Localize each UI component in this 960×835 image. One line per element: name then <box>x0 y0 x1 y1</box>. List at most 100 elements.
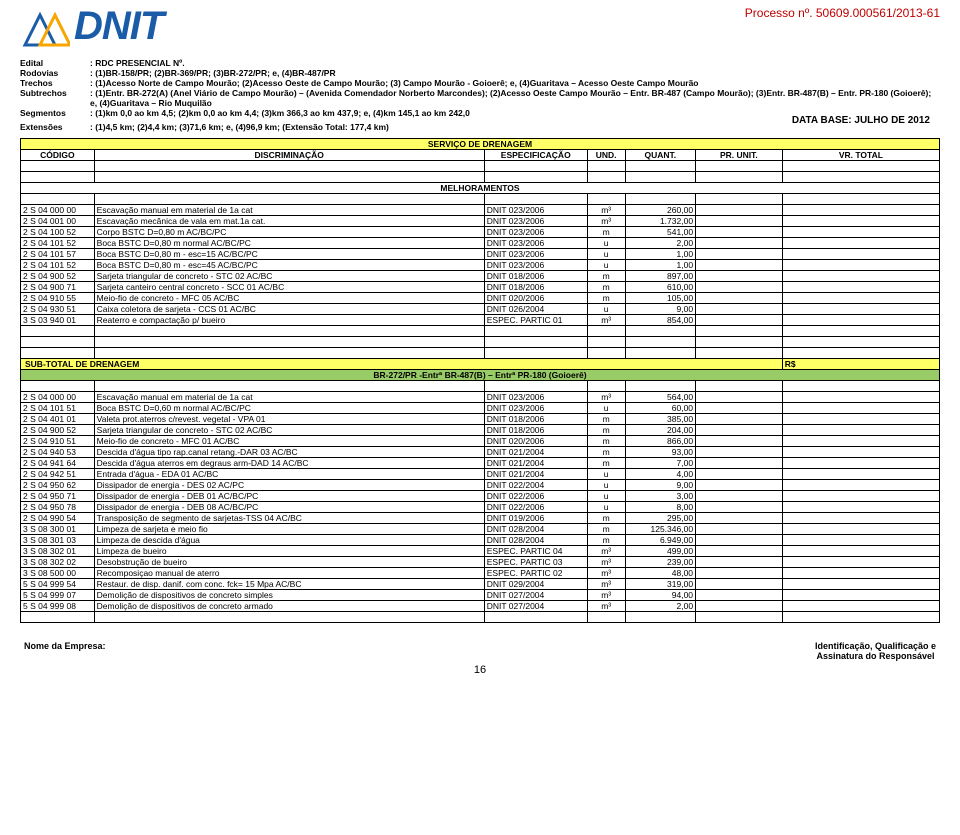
table-cell <box>782 425 939 436</box>
footer-ident: Identificação, Qualificação e <box>815 641 936 651</box>
table-cell: m³ <box>587 205 625 216</box>
table-cell: DNIT 022/2006 <box>484 502 587 513</box>
table-cell: 3,00 <box>625 491 695 502</box>
table-row: 2 S 04 950 78Dissipador de energia - DEB… <box>21 502 940 513</box>
table-cell: u <box>587 491 625 502</box>
table-row: 3 S 08 301 03Limpeza de descida d'águaDN… <box>21 535 940 546</box>
table-cell: Dissipador de energia - DES 02 AC/PC <box>94 480 484 491</box>
table-cell: ESPEC. PARTIC 02 <box>484 568 587 579</box>
table-cell: Boca BSTC D=0,80 m normal AC/BC/PC <box>94 238 484 249</box>
trechos-label: Trechos <box>20 78 90 88</box>
table-cell: 4,00 <box>625 469 695 480</box>
table-cell: DNIT 026/2004 <box>484 304 587 315</box>
table-cell: m³ <box>587 392 625 403</box>
table-cell <box>782 502 939 513</box>
col-codigo: CÓDIGO <box>21 150 95 161</box>
table-cell: 295,00 <box>625 513 695 524</box>
table-cell <box>696 579 783 590</box>
table-cell: 2 S 04 101 52 <box>21 238 95 249</box>
table-row: 2 S 04 950 62Dissipador de energia - DES… <box>21 480 940 491</box>
table-cell <box>696 568 783 579</box>
table-cell: DNIT 022/2004 <box>484 480 587 491</box>
table-cell <box>696 260 783 271</box>
table-row: 2 S 04 101 52Boca BSTC D=0,80 m - esc=45… <box>21 260 940 271</box>
table-cell <box>782 271 939 282</box>
table-cell <box>696 403 783 414</box>
table-row: 2 S 04 000 00Escavação manual em materia… <box>21 392 940 403</box>
table-cell: m <box>587 513 625 524</box>
table-cell: m³ <box>587 315 625 326</box>
table-row: 2 S 04 990 54Transposição de segmento de… <box>21 513 940 524</box>
table-row: 2 S 04 950 71Dissipador de energia - DEB… <box>21 491 940 502</box>
table-cell <box>696 447 783 458</box>
table-row: 3 S 03 940 01Reaterro e compactação p/ b… <box>21 315 940 326</box>
table-cell: Recomposiçao manual de aterro <box>94 568 484 579</box>
table-cell: 854,00 <box>625 315 695 326</box>
table-cell <box>782 216 939 227</box>
table-cell: 564,00 <box>625 392 695 403</box>
table-cell: 6.949,00 <box>625 535 695 546</box>
table-cell: m <box>587 436 625 447</box>
table-cell: u <box>587 469 625 480</box>
table-cell: DNIT 023/2006 <box>484 260 587 271</box>
table-cell: 3 S 03 940 01 <box>21 315 95 326</box>
table-cell: 9,00 <box>625 304 695 315</box>
trechos-value: : (1)Acesso Norte de Campo Mourão; (2)Ac… <box>90 78 940 88</box>
table-cell: DNIT 018/2006 <box>484 414 587 425</box>
table-cell <box>782 513 939 524</box>
table-cell <box>782 491 939 502</box>
table-cell: 2 S 04 910 51 <box>21 436 95 447</box>
table-row: 2 S 04 101 57Boca BSTC D=0,80 m - esc=15… <box>21 249 940 260</box>
table-cell <box>782 568 939 579</box>
table-cell: DNIT 020/2006 <box>484 436 587 447</box>
table-cell: 541,00 <box>625 227 695 238</box>
table-cell <box>696 216 783 227</box>
subtrechos-value: : (1)Entr. BR-272(A) (Anel Viário de Cam… <box>90 88 940 108</box>
table-cell: Meio-fio de concreto - MFC 01 AC/BC <box>94 436 484 447</box>
table-cell <box>782 249 939 260</box>
data-base: DATA BASE: JULHO DE 2012 <box>792 115 930 126</box>
table-cell: Transposição de segmento de sarjetas-TSS… <box>94 513 484 524</box>
table-row: 2 S 04 910 51Meio-fio de concreto - MFC … <box>21 436 940 447</box>
table-cell: 5 S 04 999 08 <box>21 601 95 612</box>
table-row: 3 S 08 500 00Recomposiçao manual de ater… <box>21 568 940 579</box>
col-discriminacao: DISCRIMINAÇÃO <box>94 150 484 161</box>
table-cell: m <box>587 271 625 282</box>
table-cell: 2 S 04 900 71 <box>21 282 95 293</box>
table-cell <box>696 205 783 216</box>
table-cell: 2 S 04 000 00 <box>21 205 95 216</box>
table-cell: DNIT 023/2006 <box>484 403 587 414</box>
footer-nome-empresa: Nome da Empresa: <box>24 641 106 661</box>
table-cell: m <box>587 414 625 425</box>
segmentos-label: Segmentos <box>20 108 90 118</box>
table-cell: 3 S 08 301 03 <box>21 535 95 546</box>
table-cell <box>696 293 783 304</box>
table-cell: u <box>587 480 625 491</box>
table-cell: 2 S 04 940 53 <box>21 447 95 458</box>
table-cell: 8,00 <box>625 502 695 513</box>
table-cell: Boca BSTC D=0,80 m - esc=15 AC/BC/PC <box>94 249 484 260</box>
table-row: 2 S 04 900 52Sarjeta triangular de concr… <box>21 271 940 282</box>
table-cell <box>696 469 783 480</box>
table-cell <box>696 238 783 249</box>
dnit-logo-text: DNIT <box>74 10 163 42</box>
table-cell: m³ <box>587 546 625 557</box>
table-cell: DNIT 027/2004 <box>484 590 587 601</box>
table-cell: 94,00 <box>625 590 695 601</box>
table-cell: u <box>587 238 625 249</box>
table-row: 2 S 04 100 52Corpo BSTC D=0,80 m AC/BC/P… <box>21 227 940 238</box>
col-und: UND. <box>587 150 625 161</box>
table-cell: 2 S 04 942 51 <box>21 469 95 480</box>
table-cell <box>696 271 783 282</box>
table-cell <box>782 436 939 447</box>
table-row: 2 S 04 930 51Caixa coletora de sarjeta -… <box>21 304 940 315</box>
table-cell: DNIT 023/2006 <box>484 216 587 227</box>
table-cell: Demolição de dispositivos de concreto ar… <box>94 601 484 612</box>
table-cell: ESPEC. PARTIC 04 <box>484 546 587 557</box>
table-row: 3 S 08 302 01Limpeza de bueiroESPEC. PAR… <box>21 546 940 557</box>
table-cell: Boca BSTC D=0,80 m - esc=45 AC/BC/PC <box>94 260 484 271</box>
table-cell <box>696 414 783 425</box>
table-cell: 93,00 <box>625 447 695 458</box>
table-cell: m³ <box>587 590 625 601</box>
col-quant: QUANT. <box>625 150 695 161</box>
